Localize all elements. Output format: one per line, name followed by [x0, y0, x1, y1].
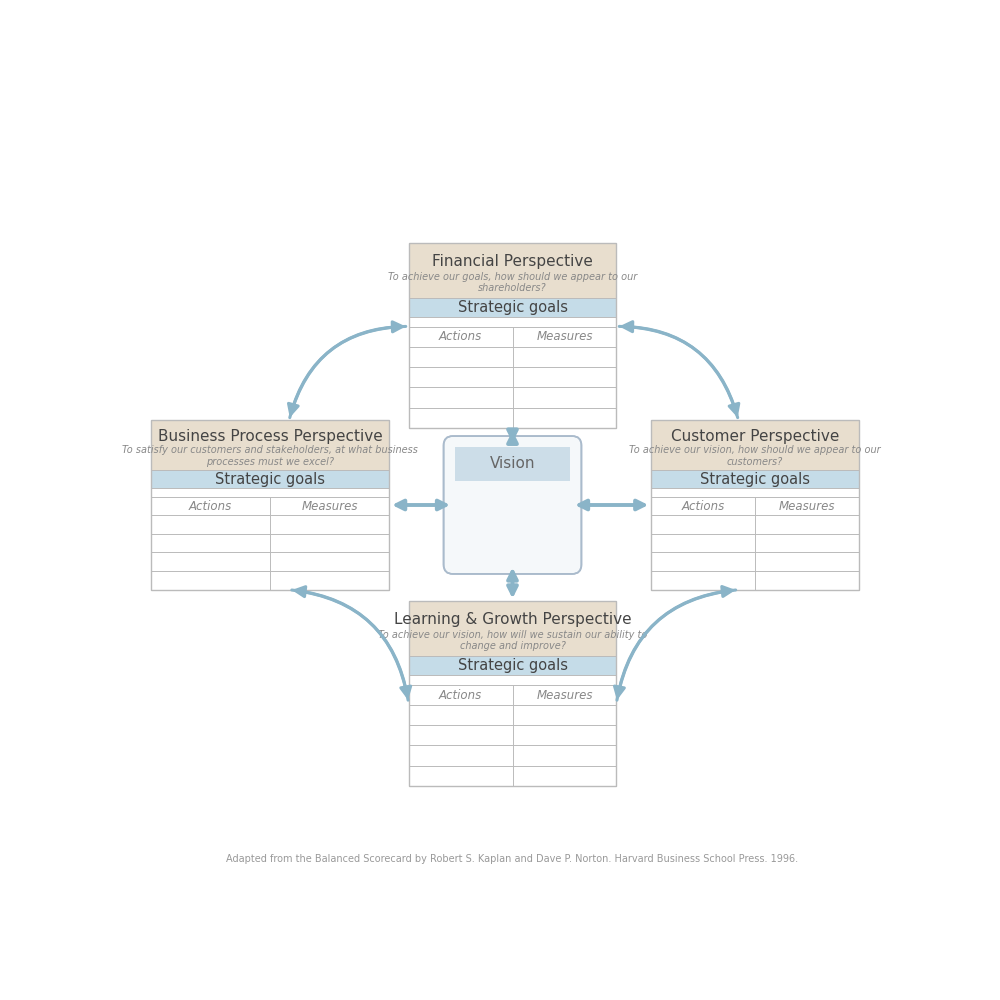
- Bar: [651, 497, 859, 515]
- Text: Actions: Actions: [439, 689, 482, 702]
- Bar: [409, 745, 616, 766]
- Bar: [151, 470, 389, 488]
- Bar: [409, 685, 616, 705]
- Text: Actions: Actions: [189, 500, 232, 513]
- Text: Actions: Actions: [439, 330, 482, 343]
- Text: Strategic goals: Strategic goals: [458, 658, 568, 673]
- Bar: [409, 327, 616, 347]
- Bar: [651, 515, 859, 534]
- Bar: [409, 347, 616, 367]
- Bar: [409, 766, 616, 786]
- Text: To achieve our goals, how should we appear to our
shareholders?: To achieve our goals, how should we appe…: [388, 272, 637, 293]
- Bar: [151, 571, 389, 590]
- Bar: [151, 515, 389, 534]
- Bar: [409, 243, 616, 428]
- Bar: [151, 552, 389, 571]
- Bar: [151, 488, 389, 497]
- Text: Learning & Growth Perspective: Learning & Growth Perspective: [394, 612, 631, 627]
- Text: Measures: Measures: [779, 500, 835, 513]
- Text: Customer Perspective: Customer Perspective: [671, 429, 839, 444]
- Bar: [651, 488, 859, 497]
- Bar: [409, 367, 616, 387]
- Bar: [409, 705, 616, 725]
- FancyBboxPatch shape: [444, 436, 581, 574]
- Bar: [409, 387, 616, 408]
- Bar: [651, 571, 859, 590]
- Text: To satisfy our customers and stakeholders, at what business
processes must we ex: To satisfy our customers and stakeholder…: [122, 445, 418, 467]
- Bar: [151, 497, 389, 515]
- Bar: [409, 601, 616, 786]
- Text: Business Process Perspective: Business Process Perspective: [158, 429, 382, 444]
- Bar: [409, 656, 616, 675]
- Bar: [651, 534, 859, 552]
- Text: To achieve our vision, how should we appear to our
customers?: To achieve our vision, how should we app…: [629, 445, 881, 467]
- Text: Vision: Vision: [490, 456, 535, 471]
- Bar: [651, 420, 859, 590]
- Bar: [651, 552, 859, 571]
- Bar: [151, 420, 389, 470]
- Text: Measures: Measures: [301, 500, 358, 513]
- Text: Measures: Measures: [536, 330, 593, 343]
- Text: Measures: Measures: [536, 689, 593, 702]
- Bar: [651, 470, 859, 488]
- Text: Strategic goals: Strategic goals: [215, 472, 325, 487]
- Bar: [651, 420, 859, 470]
- Text: Strategic goals: Strategic goals: [700, 472, 810, 487]
- Bar: [151, 420, 389, 590]
- Text: Strategic goals: Strategic goals: [458, 300, 568, 315]
- Text: Adapted from the Balanced Scorecard by Robert S. Kaplan and Dave P. Norton. Harv: Adapted from the Balanced Scorecard by R…: [226, 854, 799, 864]
- Bar: [409, 725, 616, 745]
- Text: Actions: Actions: [681, 500, 725, 513]
- Bar: [409, 243, 616, 298]
- Text: Financial Perspective: Financial Perspective: [432, 254, 593, 269]
- Bar: [151, 534, 389, 552]
- Bar: [409, 601, 616, 656]
- Bar: [409, 317, 616, 327]
- Bar: [409, 675, 616, 685]
- Text: To achieve our vision, how will we sustain our ability to
change and improve?: To achieve our vision, how will we susta…: [378, 630, 647, 651]
- Bar: [409, 298, 616, 317]
- Bar: [455, 447, 570, 481]
- Bar: [409, 408, 616, 428]
